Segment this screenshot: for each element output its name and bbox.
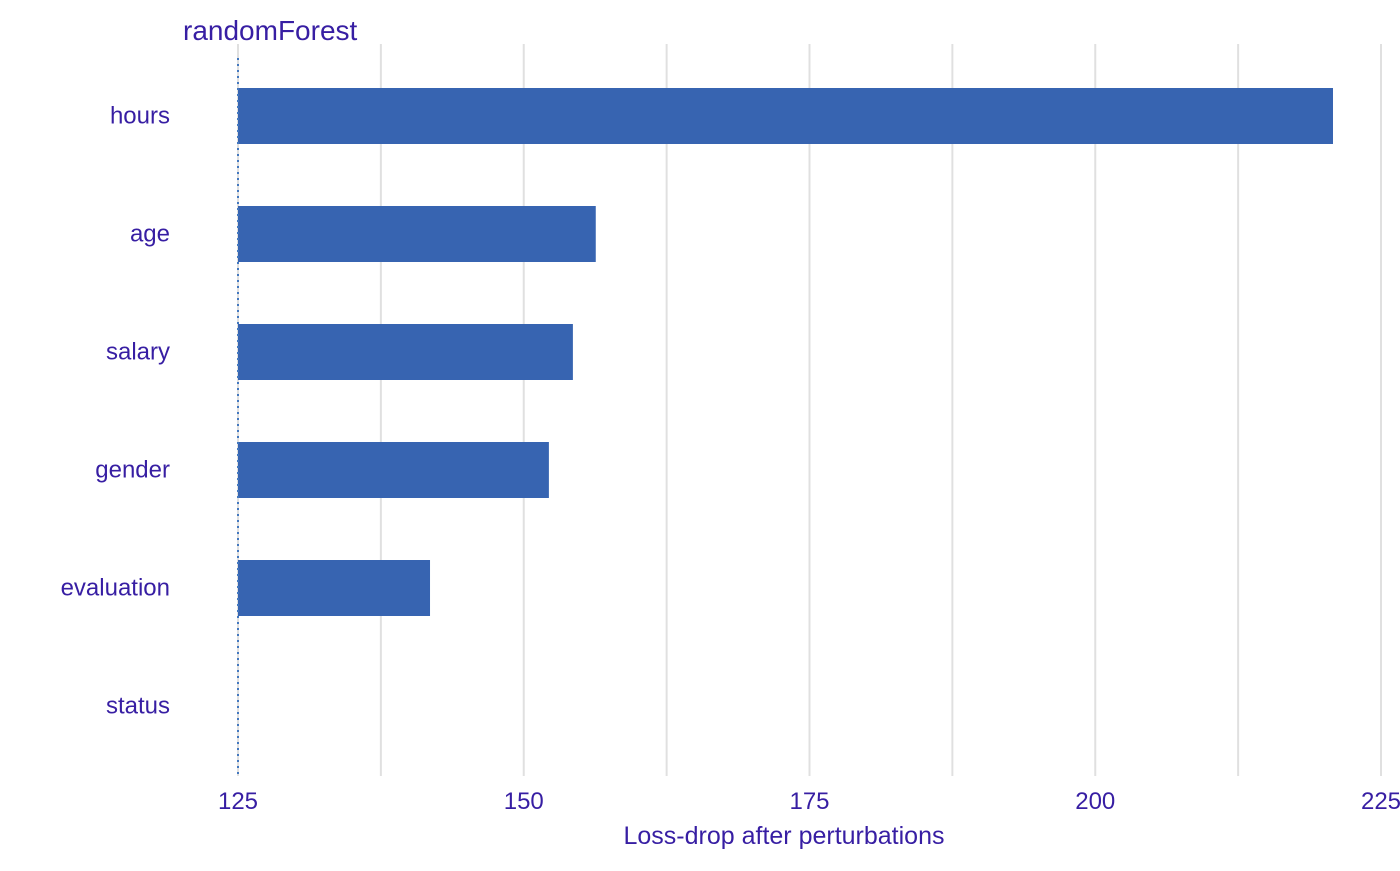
chart-title: randomForest [183,15,358,46]
y-label-gender: gender [95,457,170,484]
y-axis-labels: hours age salary gender evaluation status [61,103,170,720]
bar-evaluation [238,560,431,616]
grid-lines [237,44,1382,776]
bar-age [238,206,596,262]
y-label-evaluation: evaluation [61,575,170,602]
x-tick-label: 175 [789,788,829,815]
y-label-age: age [130,221,170,248]
bar-salary [238,324,573,380]
bar-gender [238,442,549,498]
x-axis-title: Loss-drop after perturbations [623,822,944,850]
bar-hours [238,88,1333,144]
x-tick-label: 150 [504,788,544,815]
y-label-hours: hours [110,103,170,130]
x-axis-tick-labels: 125 150 175 200 225 [218,788,1400,815]
y-label-status: status [106,693,170,720]
x-tick-label: 200 [1075,788,1115,815]
x-tick-label: 225 [1361,788,1400,815]
x-tick-label: 125 [218,788,258,815]
bars [238,88,1333,616]
y-label-salary: salary [106,339,170,366]
